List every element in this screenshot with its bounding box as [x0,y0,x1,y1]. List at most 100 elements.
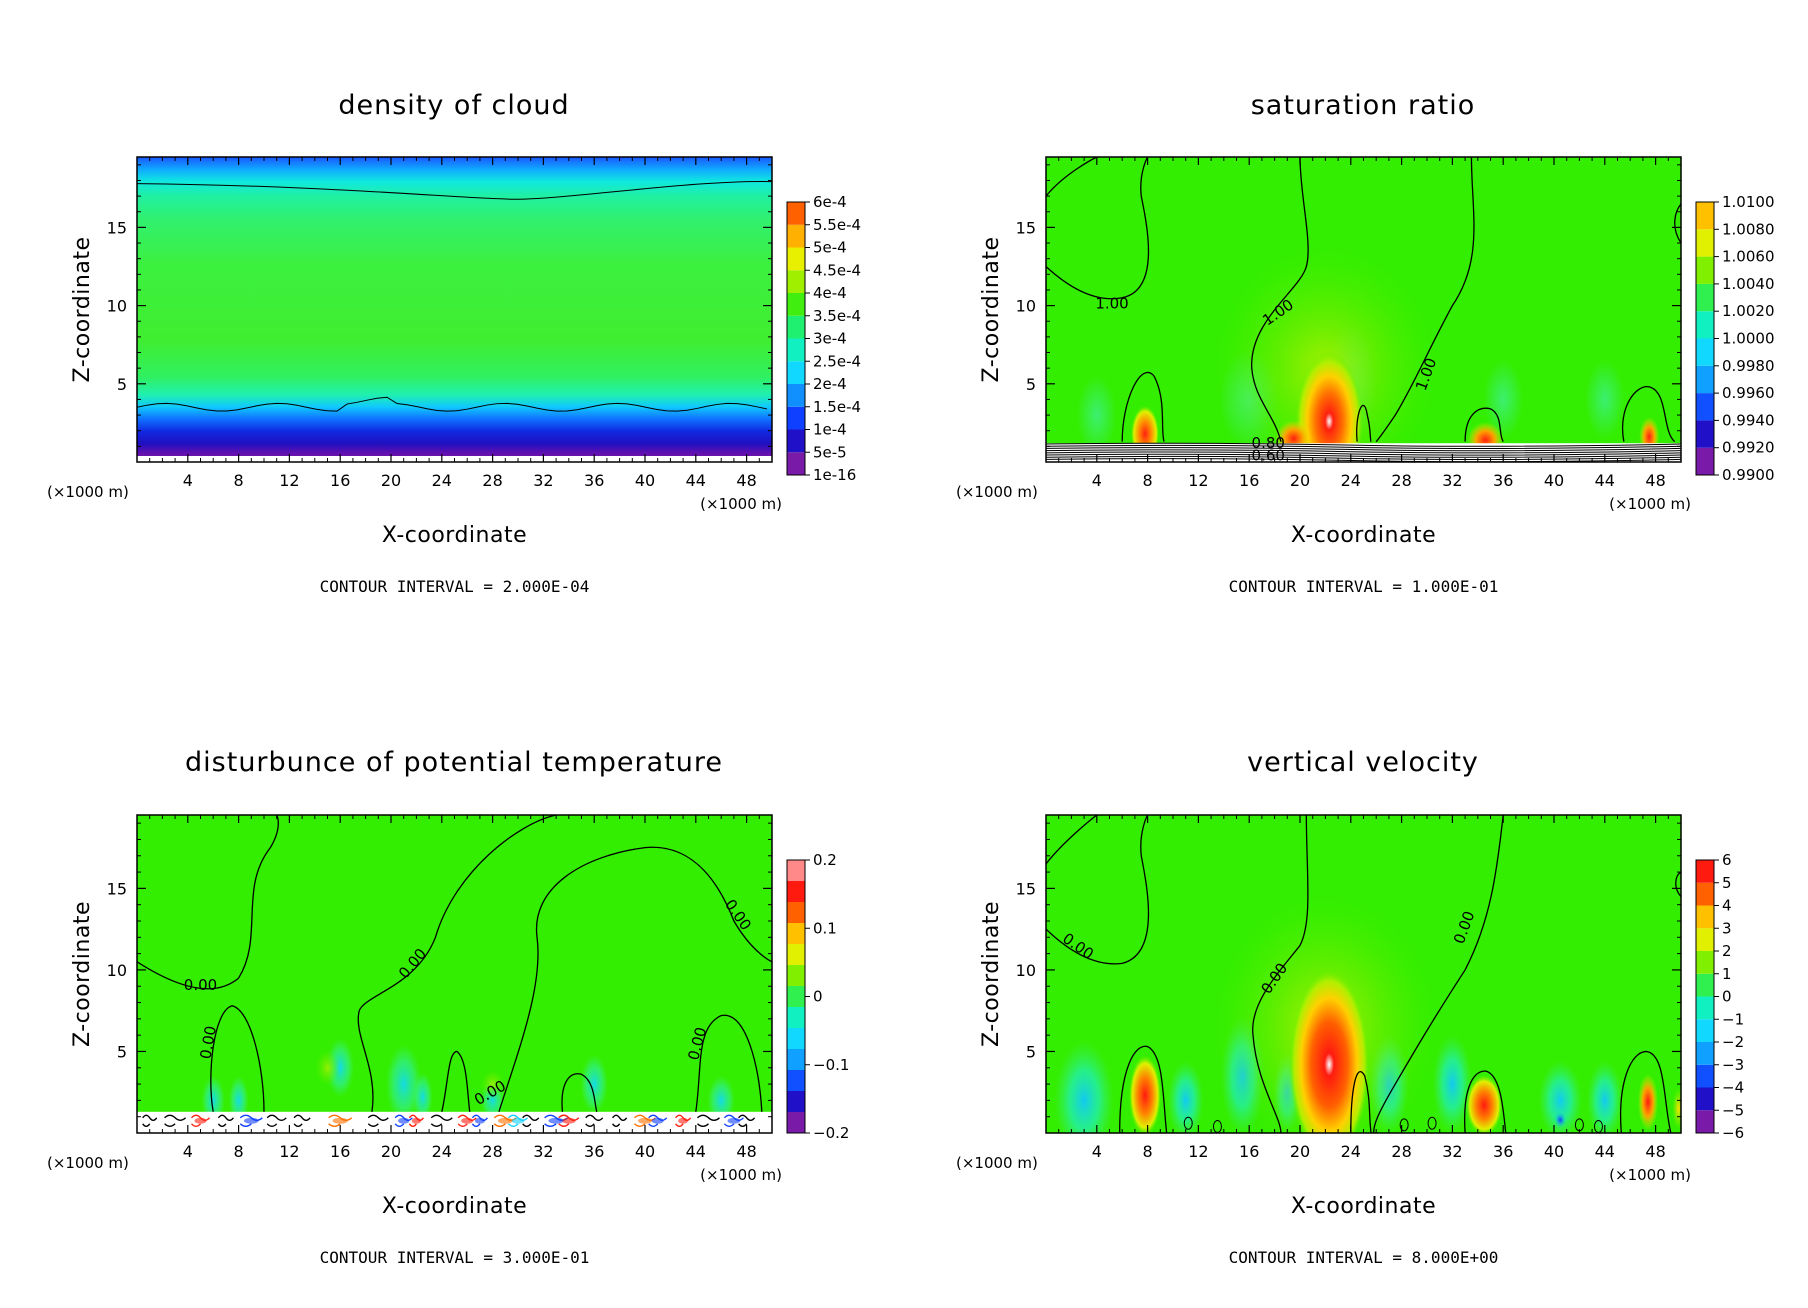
colorbar-swatch [1696,283,1714,312]
x-tick-label: 28 [1391,1142,1411,1161]
y-axis-title: Z-coordinate [979,901,1004,1047]
colorbar-label: 4e-4 [813,284,847,302]
cool-patch [412,1072,433,1123]
x-tick-label: 36 [584,1142,604,1161]
colorbar-label: 1.0060 [1722,248,1775,266]
colorbar-label: 0.9920 [1722,439,1775,457]
y-axis-title: Z-coordinate [979,237,1004,383]
colorbar-label: 0.9980 [1722,357,1775,375]
x-tick-label: 8 [1143,1142,1153,1161]
colorbar-label: −5 [1722,1101,1744,1119]
colorbar-swatch [1696,882,1714,906]
colorbar-label: 4.5e-4 [813,261,861,279]
y-tick-label: 15 [107,218,127,237]
chart-title: disturbunce of potential temperature [185,747,723,778]
colorbar-swatch [1696,393,1714,421]
colorbar-swatch [787,1091,805,1112]
contour-label-080: 0.80 [1252,434,1285,452]
colorbar-swatch [1696,1064,1714,1088]
colorbar-swatch [1696,1019,1714,1042]
colorbar-panel-4: 6 5 4 3 2 1 0 −1 −2 −3 −4 −5 −6 [1695,851,1744,1142]
x-tick-label: 32 [533,471,553,490]
contour-0.00-center [357,815,557,1112]
colorbar-swatch [787,293,805,316]
colorbar-swatch [1696,202,1714,230]
cyan-patch [1584,359,1625,440]
colorbar-swatch [1696,996,1714,1020]
noise-squiggle [585,1114,604,1127]
noise-blob [411,1117,422,1124]
colorbar-label: 0.9900 [1722,466,1775,484]
contour-bubble-x47 [1621,386,1676,443]
x-tick-label: 20 [381,471,401,490]
warm-patch [315,1049,340,1086]
colorbar-swatch [1696,928,1714,951]
colorbar-label: 1e-16 [813,466,856,484]
contour-interval-note: CONTOUR INTERVAL = 8.000E+00 [1229,1248,1499,1267]
y-tick-label: 5 [117,375,127,394]
x-tick-label: 44 [686,1142,706,1161]
x-unit-right: (×1000 m) [700,495,782,513]
colorbar-swatch [787,247,805,271]
colorbar-swatch [1696,311,1714,339]
x-tick-label: 16 [1239,1142,1259,1161]
contour-0.00-left [137,815,279,990]
noise-blob [511,1117,525,1124]
small-contour [1427,1116,1437,1130]
y-tick-label: 10 [1016,297,1036,316]
noise-blob [398,1117,410,1124]
noise-blob [243,1117,259,1124]
field-saturation-ratio: 1.00 1.001.000.800.60 [1046,157,1681,464]
y-tick-label: 5 [1026,375,1036,394]
noise-blob [678,1117,689,1124]
contour-bubble-x25 [441,1050,471,1112]
colorbar-label: 1 [1722,965,1732,983]
x-tick-label: 40 [1544,471,1564,490]
colorbar-swatch [1696,256,1714,284]
colorbar-panel-3: 0.2 0.1 0 −0.1 −0.2 [786,851,849,1142]
contour-interval-note: CONTOUR INTERVAL = 3.000E-01 [320,1248,590,1267]
density-gradient [137,157,772,462]
colorbar-swatch [1696,951,1714,974]
noise-blob [651,1117,664,1124]
noise-squiggle [142,1114,158,1127]
noise-squiggle [612,1114,628,1127]
x-tick-label: 20 [381,1142,401,1161]
x-tick-label: 8 [234,1142,244,1161]
contour-bubble-x8 [1119,1045,1168,1133]
x-tick-label: 24 [1341,471,1361,490]
contour-label-left: 0.00 [184,976,217,994]
colorbar-label: 3.5e-4 [813,307,861,325]
colorbar-panel-1: 6e-4 5.5e-4 5e-4 4.5e-4 4e-4 3.5e-4 3e-4 2.5e-4… [786,193,861,484]
x-tick-label: 48 [1645,471,1665,490]
colorbar-swatch [1696,1087,1714,1111]
colorbar-label: −3 [1722,1056,1744,1074]
colorbar-swatch [787,202,805,225]
colorbar-swatch [787,384,805,407]
x-tick-label: 48 [736,1142,756,1161]
contour-interval-note: CONTOUR INTERVAL = 1.000E-01 [1229,577,1499,596]
colorbar-label: 1.5e-4 [813,398,861,416]
colorbar-label: 0.2 [813,851,837,869]
contour-bubble-x34 [1464,407,1504,443]
warm-patch [480,1070,505,1099]
x-tick-label: 20 [1290,471,1310,490]
colorbar-label: 6e-4 [813,193,847,211]
x-tick-label: 48 [1645,1142,1665,1161]
field-density-of-cloud [137,157,772,462]
noise-blob [727,1117,741,1124]
colorbar-swatch [1696,905,1714,929]
contour-label-060: 0.60 [1252,446,1285,464]
colorbar-swatch [787,965,805,986]
bottom-contour [1046,451,1681,456]
colorbar-label: 0.9940 [1722,411,1775,429]
colorbar-label: 5e-4 [813,239,847,257]
colorbar-swatch [787,860,805,881]
colorbar-label: −1 [1722,1010,1744,1028]
noise-blob [562,1117,576,1124]
colorbar-panel-2: 1.0100 1.0080 1.0060 1.0040 1.0020 1.0000 0.99… [1695,193,1775,484]
bottom-contour [1046,444,1681,449]
downdraft-patch [1586,1060,1623,1133]
